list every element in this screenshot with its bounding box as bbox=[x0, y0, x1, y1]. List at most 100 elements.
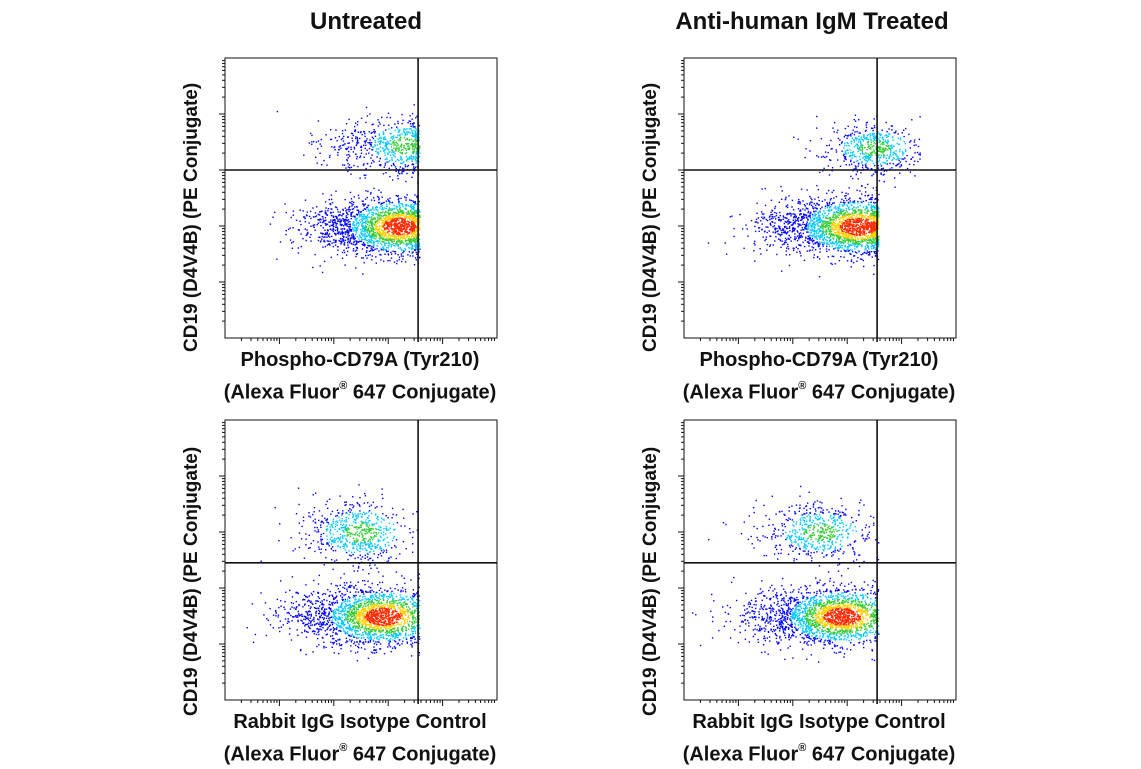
event-point bbox=[357, 214, 358, 215]
event-point bbox=[805, 240, 806, 241]
event-point bbox=[355, 129, 356, 130]
event-point bbox=[396, 223, 397, 224]
event-point bbox=[847, 260, 848, 261]
event-point bbox=[842, 141, 843, 142]
event-point bbox=[330, 212, 331, 213]
event-point bbox=[373, 243, 374, 244]
event-point bbox=[362, 248, 363, 249]
event-point bbox=[411, 200, 412, 201]
event-point bbox=[343, 236, 344, 237]
event-point bbox=[396, 213, 397, 214]
event-point bbox=[755, 231, 756, 232]
event-point bbox=[351, 201, 352, 202]
event-point bbox=[412, 200, 413, 201]
event-point bbox=[800, 232, 801, 233]
event-point bbox=[392, 179, 393, 180]
event-point bbox=[416, 235, 417, 236]
event-point bbox=[843, 257, 844, 258]
event-point bbox=[772, 222, 773, 223]
event-point bbox=[416, 228, 417, 229]
event-point bbox=[844, 203, 845, 204]
event-point bbox=[828, 213, 829, 214]
event-point bbox=[401, 158, 402, 159]
event-point bbox=[370, 166, 371, 167]
event-point bbox=[385, 223, 386, 224]
event-point bbox=[840, 238, 841, 239]
event-point bbox=[782, 241, 783, 242]
event-point bbox=[375, 145, 376, 146]
event-point bbox=[318, 219, 319, 220]
event-point bbox=[313, 141, 314, 142]
event-point bbox=[367, 217, 368, 218]
event-point bbox=[361, 257, 362, 258]
event-point bbox=[826, 246, 827, 247]
event-point bbox=[784, 217, 785, 218]
event-point bbox=[349, 228, 350, 229]
event-point bbox=[870, 153, 871, 154]
event-point bbox=[337, 250, 338, 251]
event-point bbox=[778, 233, 779, 234]
event-point bbox=[801, 218, 802, 219]
event-point bbox=[411, 130, 412, 131]
event-point bbox=[390, 209, 391, 210]
event-point bbox=[852, 201, 853, 202]
event-point bbox=[342, 133, 343, 134]
event-point bbox=[846, 210, 847, 211]
event-point bbox=[381, 238, 382, 239]
event-point bbox=[885, 135, 886, 136]
event-point bbox=[385, 165, 386, 166]
event-point bbox=[410, 226, 411, 227]
event-point bbox=[371, 155, 372, 156]
event-point bbox=[377, 196, 378, 197]
event-point bbox=[861, 231, 862, 232]
event-point bbox=[754, 241, 755, 242]
event-point bbox=[410, 144, 411, 145]
event-point bbox=[413, 153, 414, 154]
event-point bbox=[370, 193, 371, 194]
event-point bbox=[856, 138, 857, 139]
event-point bbox=[341, 229, 342, 230]
event-point bbox=[400, 227, 401, 228]
event-point bbox=[407, 254, 408, 255]
event-point bbox=[786, 254, 787, 255]
event-point bbox=[873, 232, 874, 233]
event-point bbox=[327, 240, 328, 241]
event-point bbox=[742, 228, 743, 229]
event-point bbox=[835, 215, 836, 216]
event-point bbox=[415, 246, 416, 247]
event-point bbox=[360, 233, 361, 234]
event-point bbox=[414, 139, 415, 140]
event-point bbox=[405, 153, 406, 154]
event-point bbox=[330, 229, 331, 230]
event-point bbox=[751, 220, 752, 221]
event-point bbox=[833, 190, 834, 191]
event-point bbox=[331, 195, 332, 196]
event-point bbox=[299, 229, 300, 230]
event-point bbox=[398, 172, 399, 173]
event-point bbox=[372, 160, 373, 161]
event-point bbox=[357, 248, 358, 249]
event-point bbox=[816, 185, 817, 186]
event-point bbox=[868, 232, 869, 233]
event-point bbox=[400, 137, 401, 138]
event-point bbox=[849, 187, 850, 188]
event-point bbox=[375, 213, 376, 214]
event-point bbox=[416, 210, 417, 211]
event-point bbox=[414, 143, 415, 144]
event-point bbox=[419, 257, 420, 258]
event-point bbox=[338, 211, 339, 212]
event-point bbox=[401, 173, 402, 174]
event-point bbox=[810, 225, 811, 226]
event-point bbox=[797, 230, 798, 231]
event-point bbox=[867, 207, 868, 208]
event-point bbox=[813, 215, 814, 216]
event-point bbox=[835, 248, 836, 249]
event-point bbox=[346, 123, 347, 124]
event-point bbox=[898, 138, 899, 139]
event-point bbox=[346, 237, 347, 238]
event-point bbox=[402, 252, 403, 253]
event-point bbox=[756, 221, 757, 222]
event-point bbox=[322, 272, 323, 273]
event-point bbox=[359, 178, 360, 179]
event-point bbox=[807, 219, 808, 220]
